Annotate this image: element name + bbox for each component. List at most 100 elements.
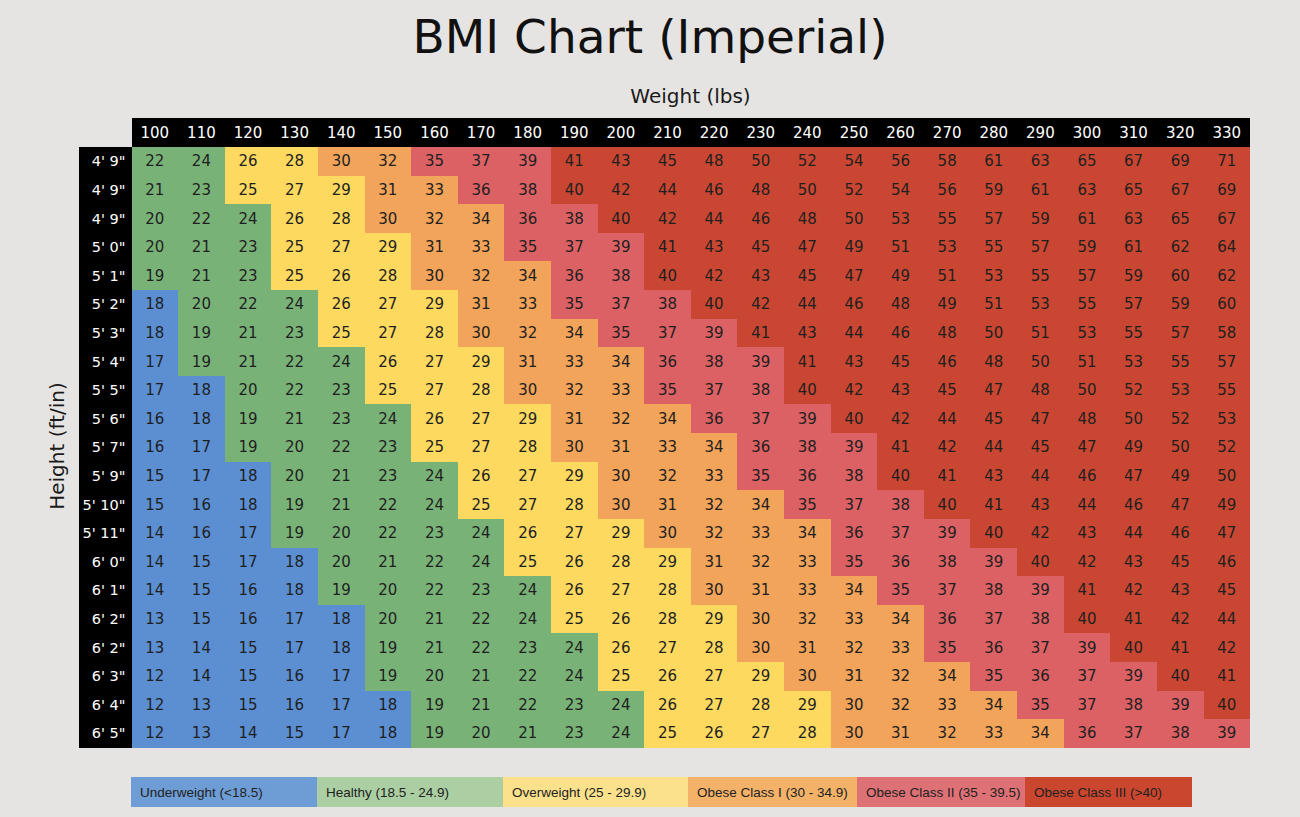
bmi-cell: 26 [551,576,598,605]
bmi-cell: 28 [318,204,365,233]
bmi-cell: 62 [1204,261,1251,290]
bmi-cell: 37 [551,233,598,262]
bmi-cell: 61 [970,147,1017,176]
bmi-cell: 33 [784,576,831,605]
bmi-cell: 23 [458,576,505,605]
bmi-cell: 25 [644,719,691,748]
bmi-cell: 36 [970,633,1017,662]
bmi-cell: 48 [924,319,971,348]
bmi-cell: 45 [1017,433,1064,462]
bmi-cell: 34 [691,433,738,462]
bmi-cell: 33 [970,719,1017,748]
weight-header-cell: 150 [365,118,412,147]
bmi-cell: 34 [831,576,878,605]
bmi-cell: 12 [132,719,179,748]
bmi-cell: 61 [1110,233,1157,262]
bmi-cell: 35 [970,662,1017,691]
bmi-cell: 39 [924,519,971,548]
bmi-cell: 26 [318,261,365,290]
bmi-cell: 25 [598,662,645,691]
weight-header-cell: 110 [178,118,225,147]
bmi-cell: 13 [132,633,179,662]
bmi-cell: 45 [1157,548,1204,577]
bmi-cell: 53 [1017,290,1064,319]
bmi-cell: 49 [1204,490,1251,519]
bmi-cell: 52 [1157,404,1204,433]
height-row-label: 5' 0" [79,233,132,262]
bmi-cell: 38 [644,290,691,319]
bmi-cell: 27 [458,433,505,462]
legend-item-label: Underweight (<18.5) [140,785,263,800]
bmi-cell: 29 [551,462,598,491]
bmi-cell: 24 [318,347,365,376]
bmi-cell: 35 [831,548,878,577]
bmi-cell: 32 [411,204,458,233]
bmi-cell: 36 [551,261,598,290]
bmi-cell: 28 [551,490,598,519]
bmi-cell: 28 [691,633,738,662]
bmi-cell: 55 [1157,347,1204,376]
bmi-cell: 36 [877,548,924,577]
bmi-cell: 15 [225,633,272,662]
bmi-cell: 42 [831,376,878,405]
bmi-cell: 26 [225,147,272,176]
bmi-cell: 30 [598,490,645,519]
bmi-cell: 16 [225,605,272,634]
bmi-cell: 16 [178,519,225,548]
bmi-cell: 20 [225,376,272,405]
bmi-cell: 55 [1017,261,1064,290]
bmi-cell: 43 [970,462,1017,491]
bmi-cell: 39 [1204,719,1251,748]
bmi-cell: 38 [598,261,645,290]
bmi-cell: 38 [877,490,924,519]
bmi-cell: 43 [1017,490,1064,519]
bmi-cell: 31 [504,347,551,376]
bmi-cell: 24 [551,633,598,662]
bmi-cell: 29 [504,404,551,433]
bmi-cell: 17 [271,633,318,662]
bmi-cell: 18 [318,633,365,662]
bmi-cell: 31 [831,662,878,691]
bmi-cell: 23 [318,404,365,433]
bmi-cell: 39 [1064,633,1111,662]
bmi-cell: 27 [271,176,318,205]
bmi-cell: 65 [1157,204,1204,233]
bmi-cell: 17 [178,462,225,491]
bmi-cell: 41 [924,462,971,491]
bmi-cell: 22 [365,519,412,548]
height-row-label: 6' 1" [79,576,132,605]
bmi-cell: 32 [458,261,505,290]
bmi-cell: 20 [271,433,318,462]
bmi-cell: 19 [132,261,179,290]
bmi-cell: 19 [365,662,412,691]
bmi-cell: 33 [924,691,971,720]
bmi-cell: 29 [784,691,831,720]
bmi-cell: 45 [924,376,971,405]
bmi-cell: 35 [877,576,924,605]
bmi-cell: 25 [225,176,272,205]
bmi-cell: 46 [877,319,924,348]
bmi-cell: 28 [644,605,691,634]
bmi-cell: 43 [737,261,784,290]
bmi-cell: 45 [877,347,924,376]
bmi-cell: 46 [1157,519,1204,548]
height-row-label: 5' 9" [79,462,132,491]
bmi-cell: 69 [1204,176,1251,205]
bmi-cell: 16 [132,404,179,433]
bmi-cell: 30 [598,462,645,491]
bmi-cell: 50 [1110,404,1157,433]
bmi-cell: 61 [1064,204,1111,233]
bmi-cell: 22 [411,576,458,605]
bmi-cell: 39 [504,147,551,176]
bmi-cell: 46 [1110,490,1157,519]
bmi-cell: 23 [318,376,365,405]
bmi-cell: 22 [411,548,458,577]
bmi-cell: 44 [970,433,1017,462]
weight-header-cell: 220 [691,118,738,147]
bmi-cell: 38 [1110,691,1157,720]
bmi-cell: 44 [924,404,971,433]
bmi-cell: 27 [644,633,691,662]
bmi-cell: 13 [178,691,225,720]
bmi-cell: 20 [318,519,365,548]
bmi-cell: 34 [504,261,551,290]
